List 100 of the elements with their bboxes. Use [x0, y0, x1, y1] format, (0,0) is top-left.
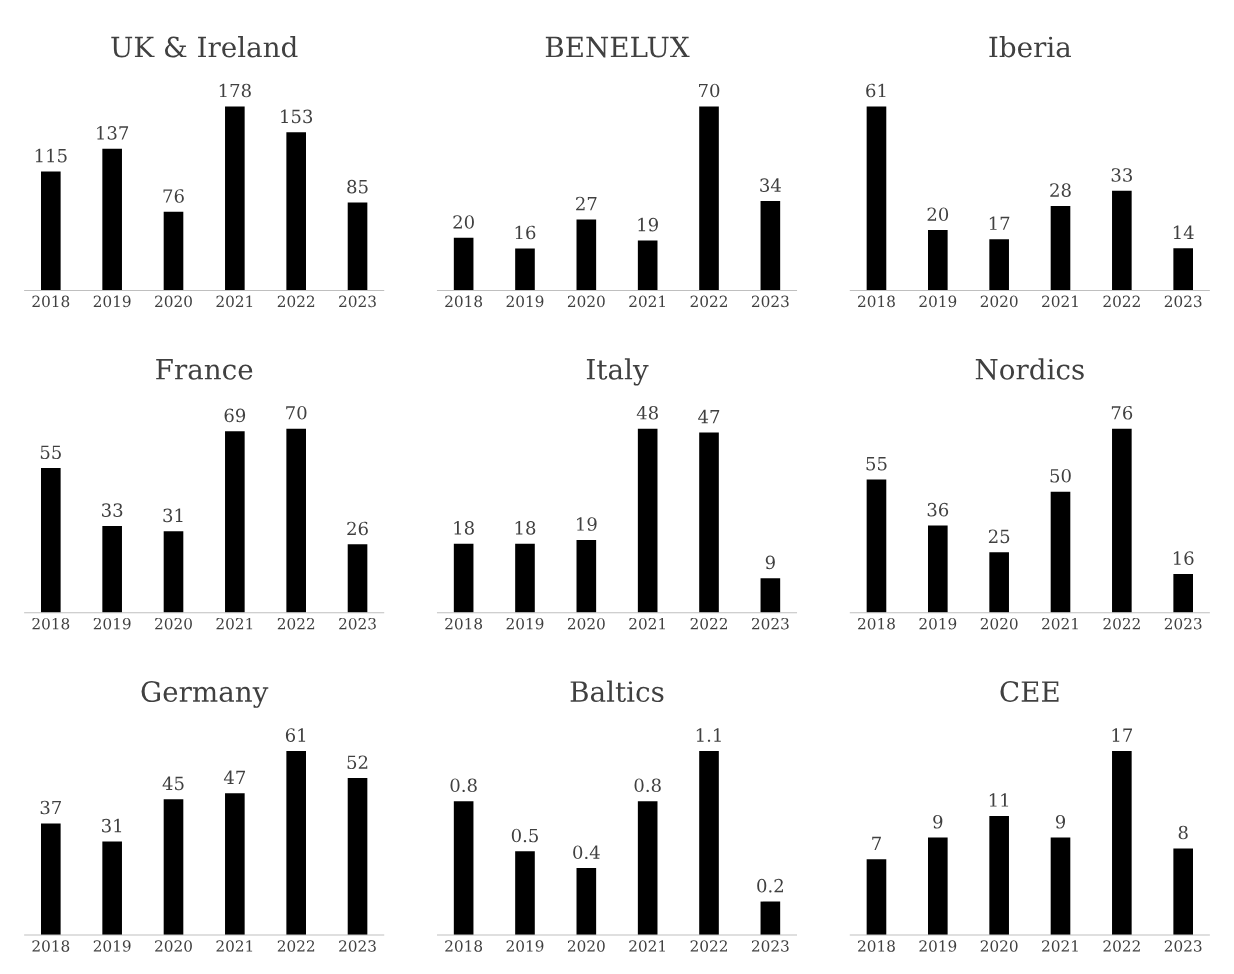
x-tick-label: 2018 — [445, 940, 483, 952]
bar — [989, 552, 1009, 613]
x-tick-label: 2021 — [216, 295, 253, 308]
data-label: 34 — [760, 178, 781, 192]
bar — [760, 201, 781, 291]
x-tick-label: 2018 — [32, 295, 70, 308]
x-tick-label: 2023 — [1164, 295, 1202, 308]
x-tick-label: 2018 — [858, 617, 895, 630]
data-label: 153 — [281, 109, 313, 124]
data-label: 20 — [453, 215, 474, 229]
data-label: 11 — [989, 793, 1009, 807]
bar — [286, 132, 306, 291]
bar — [699, 432, 719, 613]
bar — [453, 801, 474, 936]
data-label: 7 — [872, 836, 881, 850]
x-tick-label: 2020 — [980, 295, 1018, 308]
bar — [760, 901, 781, 936]
data-label: 178 — [219, 83, 251, 98]
x-tick-label: 2023 — [751, 295, 789, 308]
chart-title: Nordics — [975, 358, 1084, 380]
x-tick-label: 2023 — [339, 940, 376, 952]
bar — [989, 239, 1009, 291]
x-tick-label: 2021 — [1042, 617, 1078, 630]
bar — [1112, 428, 1132, 613]
data-label: 61 — [866, 83, 886, 98]
x-tick-label: 2022 — [690, 940, 727, 952]
x-tick-label: 2020 — [980, 940, 1018, 952]
data-label: 33 — [1111, 168, 1132, 182]
x-tick-label: 2019 — [93, 940, 131, 952]
data-label: 16 — [1173, 551, 1194, 565]
x-tick-label: 2021 — [216, 940, 253, 952]
data-label: 9 — [933, 814, 943, 829]
bar — [515, 851, 535, 936]
bar — [453, 543, 474, 613]
x-tick-label: 2018 — [445, 617, 483, 630]
x-tick-label: 2023 — [1164, 940, 1202, 952]
data-label: 16 — [515, 225, 536, 240]
data-label: 61 — [285, 728, 306, 742]
data-label: 19 — [638, 217, 658, 232]
chart-title: Germany — [141, 681, 269, 708]
data-label: 14 — [1173, 225, 1194, 239]
bar — [576, 539, 597, 613]
data-label: 31 — [163, 508, 183, 523]
bar — [1173, 573, 1193, 613]
data-label: 17 — [989, 216, 1010, 230]
bar — [928, 525, 948, 613]
bar — [163, 531, 184, 613]
x-tick-label: 2020 — [155, 940, 192, 952]
x-tick-label: 2023 — [1164, 617, 1202, 630]
bar — [1112, 190, 1132, 291]
bar — [453, 237, 474, 291]
x-tick-label: 2018 — [858, 295, 895, 308]
data-label: 20 — [927, 207, 949, 222]
x-tick-label: 2018 — [445, 295, 483, 308]
x-tick-label: 2019 — [506, 617, 544, 630]
chart-title: CEE — [1000, 681, 1059, 703]
bar — [1050, 837, 1071, 936]
data-label: 27 — [576, 196, 597, 211]
data-label: 76 — [163, 189, 184, 203]
data-label: 115 — [35, 148, 67, 163]
bar — [866, 479, 887, 613]
x-tick-label: 2020 — [155, 617, 192, 630]
data-label: 17 — [1112, 728, 1133, 742]
data-label: 70 — [286, 405, 307, 420]
data-label: 28 — [1050, 183, 1071, 197]
bar — [41, 171, 61, 291]
data-label: 69 — [224, 408, 246, 423]
x-tick-label: 2021 — [629, 617, 665, 630]
bar — [102, 148, 122, 291]
bar — [637, 240, 658, 291]
bar — [225, 431, 245, 613]
data-label: 76 — [1111, 405, 1133, 420]
data-label: 36 — [927, 502, 949, 517]
data-label: 25 — [988, 529, 1010, 544]
bar — [41, 823, 61, 936]
chart-title: France — [156, 359, 253, 380]
data-label: 70 — [699, 83, 720, 98]
data-label: 0.2 — [757, 878, 783, 893]
x-tick-label: 2022 — [277, 295, 315, 308]
bar — [347, 544, 368, 613]
bar — [1112, 750, 1132, 936]
bar — [866, 859, 887, 936]
x-tick-label: 2021 — [629, 940, 665, 952]
data-label: 9 — [1055, 814, 1066, 829]
bar — [760, 578, 781, 613]
data-label: 47 — [698, 409, 720, 424]
data-label: 0.8 — [450, 778, 477, 793]
data-label: 0.5 — [511, 828, 538, 843]
data-label: 1.1 — [696, 728, 721, 742]
x-tick-label: 2021 — [1042, 295, 1078, 308]
x-tick-label: 2022 — [690, 617, 727, 630]
x-tick-label: 2022 — [690, 295, 727, 308]
bar — [637, 428, 658, 613]
bar — [928, 230, 948, 291]
x-tick-label: 2021 — [629, 295, 665, 308]
bar — [576, 868, 597, 936]
bar — [1173, 848, 1193, 936]
bar — [1050, 205, 1071, 291]
bar — [515, 248, 535, 291]
data-label: 18 — [515, 521, 536, 535]
